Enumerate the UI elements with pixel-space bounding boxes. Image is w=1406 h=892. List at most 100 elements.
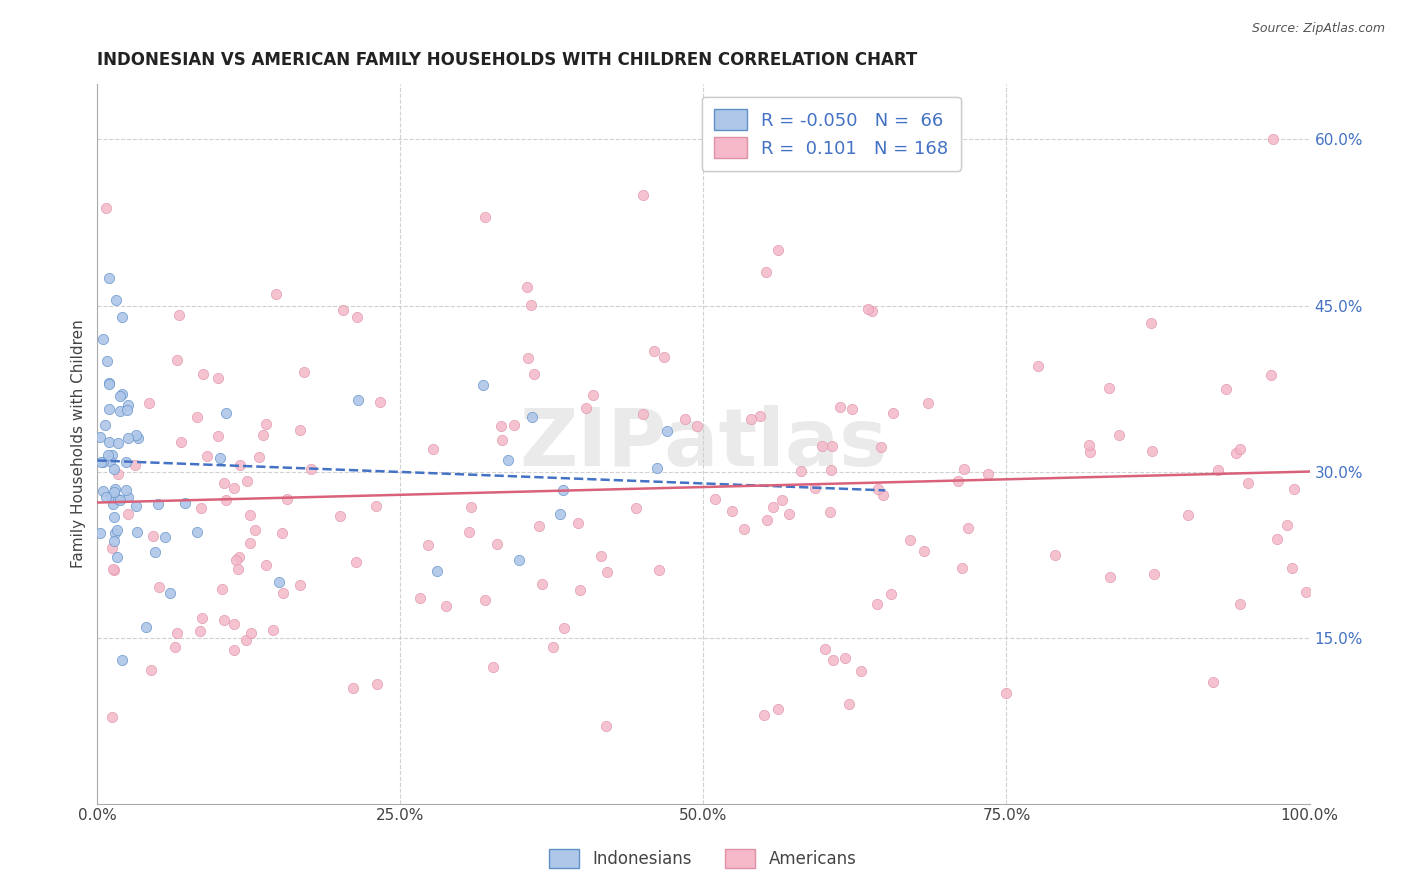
Point (1275, 517, 1298, 532)
Point (207, 371, 229, 385)
Point (159, 586, 181, 600)
Point (866, 482, 889, 496)
Point (103, 563, 125, 577)
Point (117, 507, 139, 521)
Point (740, 411, 762, 425)
Point (849, 664, 872, 678)
Point (228, 549, 250, 564)
Point (115, 403, 138, 417)
Point (153, 530, 176, 544)
Point (141, 663, 163, 677)
Point (804, 481, 827, 495)
Point (103, 510, 125, 524)
Point (880, 587, 903, 601)
Point (215, 406, 238, 420)
Point (1295, 585, 1317, 599)
Point (748, 409, 770, 424)
Point (1206, 463, 1229, 477)
Point (247, 450, 270, 464)
Point (1140, 316, 1163, 330)
Point (530, 577, 553, 591)
Point (117, 431, 139, 445)
Point (790, 464, 813, 478)
Point (101, 562, 124, 576)
Legend: R = -0.050   N =  66, R =  0.101   N = 168: R = -0.050 N = 66, R = 0.101 N = 168 (702, 96, 962, 171)
Point (496, 453, 519, 467)
Point (631, 407, 654, 421)
Point (100, 541, 122, 555)
Point (346, 310, 368, 324)
Point (1201, 674, 1223, 689)
Point (436, 599, 458, 613)
Point (686, 419, 709, 434)
Point (366, 499, 388, 513)
Point (631, 187, 654, 202)
Point (818, 505, 841, 519)
Point (110, 310, 132, 324)
Point (166, 353, 188, 368)
Point (957, 521, 980, 535)
Point (107, 436, 129, 450)
Point (575, 401, 598, 416)
Point (995, 686, 1018, 700)
Point (101, 448, 124, 462)
Point (98, 270, 121, 285)
Point (516, 351, 538, 365)
Point (515, 279, 537, 293)
Point (89, 430, 111, 444)
Point (1229, 442, 1251, 456)
Point (460, 500, 482, 515)
Point (108, 493, 131, 508)
Point (648, 563, 671, 577)
Point (1078, 438, 1101, 452)
Point (103, 534, 125, 549)
Point (93, 332, 115, 346)
Point (97, 448, 120, 462)
Point (97, 401, 120, 416)
Point (142, 529, 165, 543)
Point (823, 653, 845, 667)
Point (332, 303, 354, 318)
Point (548, 508, 571, 522)
Point (756, 513, 779, 527)
Point (508, 552, 530, 566)
Point (1229, 597, 1251, 611)
Point (215, 492, 238, 507)
Point (103, 483, 125, 497)
Point (820, 462, 842, 476)
Point (624, 500, 647, 515)
Point (595, 719, 617, 733)
Point (1265, 532, 1288, 546)
Point (841, 402, 863, 417)
Point (135, 619, 157, 633)
Point (169, 434, 191, 449)
Point (1237, 475, 1260, 490)
Point (190, 611, 212, 625)
Point (471, 378, 494, 392)
Point (1098, 381, 1121, 395)
Text: ZIPatlas: ZIPatlas (519, 405, 887, 483)
Point (491, 418, 513, 433)
Point (288, 578, 311, 592)
Point (93, 455, 115, 469)
Point (482, 660, 505, 674)
Point (212, 613, 235, 627)
Point (252, 427, 274, 442)
Point (1045, 548, 1067, 562)
Point (235, 633, 257, 648)
Point (834, 651, 856, 665)
Point (1099, 570, 1122, 584)
Point (1215, 382, 1237, 396)
Point (209, 450, 232, 465)
Point (98, 454, 121, 468)
Point (166, 625, 188, 640)
Point (254, 558, 277, 572)
Point (948, 475, 970, 489)
Point (107, 492, 129, 507)
Point (1225, 446, 1247, 460)
Point (240, 625, 263, 640)
Point (299, 462, 322, 476)
Point (115, 455, 138, 469)
Point (643, 344, 665, 359)
Point (186, 524, 208, 539)
